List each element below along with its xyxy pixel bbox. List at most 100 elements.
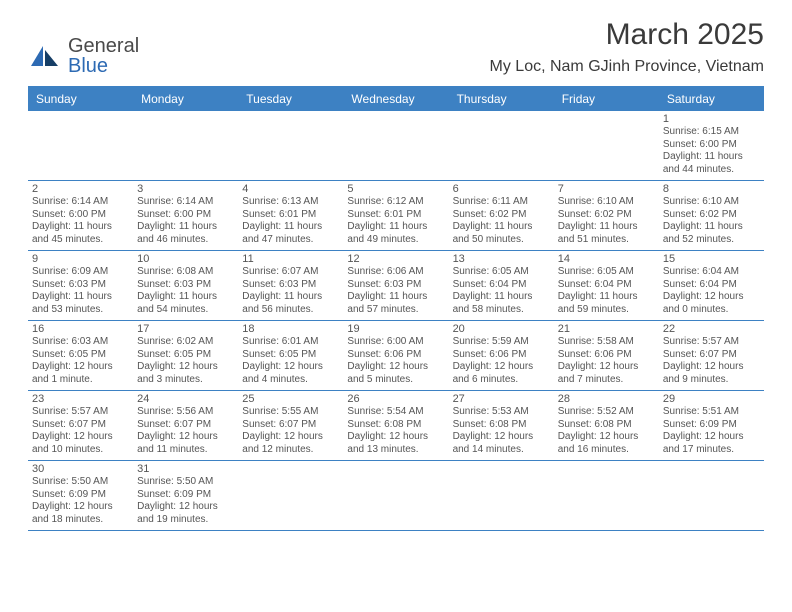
day-cell-empty <box>238 111 343 180</box>
day-number: 28 <box>558 393 655 405</box>
sunset-text: Sunset: 6:07 PM <box>137 419 234 432</box>
day-cell: 5Sunrise: 6:12 AMSunset: 6:01 PMDaylight… <box>343 181 448 250</box>
sunset-text: Sunset: 6:09 PM <box>663 419 760 432</box>
daylight-text: Daylight: 11 hours and 50 minutes. <box>453 221 550 246</box>
day-cell: 12Sunrise: 6:06 AMSunset: 6:03 PMDayligh… <box>343 251 448 320</box>
day-cell: 26Sunrise: 5:54 AMSunset: 6:08 PMDayligh… <box>343 391 448 460</box>
day-cell: 4Sunrise: 6:13 AMSunset: 6:01 PMDaylight… <box>238 181 343 250</box>
sunrise-text: Sunrise: 5:52 AM <box>558 406 655 419</box>
sunrise-text: Sunrise: 6:09 AM <box>32 266 129 279</box>
day-number: 12 <box>347 253 444 265</box>
daylight-text: Daylight: 12 hours and 18 minutes. <box>32 501 129 526</box>
day-cell: 6Sunrise: 6:11 AMSunset: 6:02 PMDaylight… <box>449 181 554 250</box>
daylight-text: Daylight: 12 hours and 16 minutes. <box>558 431 655 456</box>
daylight-text: Daylight: 11 hours and 53 minutes. <box>32 291 129 316</box>
sunset-text: Sunset: 6:04 PM <box>558 279 655 292</box>
day-number: 18 <box>242 323 339 335</box>
daylight-text: Daylight: 11 hours and 47 minutes. <box>242 221 339 246</box>
daylight-text: Daylight: 12 hours and 5 minutes. <box>347 361 444 386</box>
daylight-text: Daylight: 11 hours and 57 minutes. <box>347 291 444 316</box>
sunrise-text: Sunrise: 6:03 AM <box>32 336 129 349</box>
sunrise-text: Sunrise: 5:59 AM <box>453 336 550 349</box>
day-number: 19 <box>347 323 444 335</box>
day-number: 10 <box>137 253 234 265</box>
day-cell: 31Sunrise: 5:50 AMSunset: 6:09 PMDayligh… <box>133 461 238 530</box>
sunrise-text: Sunrise: 5:57 AM <box>32 406 129 419</box>
day-cell: 25Sunrise: 5:55 AMSunset: 6:07 PMDayligh… <box>238 391 343 460</box>
day-cell: 10Sunrise: 6:08 AMSunset: 6:03 PMDayligh… <box>133 251 238 320</box>
day-cell-empty <box>133 111 238 180</box>
weekday-header-cell: Thursday <box>449 87 554 111</box>
sunrise-text: Sunrise: 6:08 AM <box>137 266 234 279</box>
sunset-text: Sunset: 6:02 PM <box>453 209 550 222</box>
sunrise-text: Sunrise: 6:13 AM <box>242 196 339 209</box>
sunrise-text: Sunrise: 5:50 AM <box>137 476 234 489</box>
day-cell-empty <box>343 461 448 530</box>
weekday-header-cell: Sunday <box>28 87 133 111</box>
daylight-text: Daylight: 11 hours and 59 minutes. <box>558 291 655 316</box>
day-number: 29 <box>663 393 760 405</box>
day-number: 11 <box>242 253 339 265</box>
day-cell: 7Sunrise: 6:10 AMSunset: 6:02 PMDaylight… <box>554 181 659 250</box>
sunset-text: Sunset: 6:00 PM <box>32 209 129 222</box>
day-number: 22 <box>663 323 760 335</box>
sunrise-text: Sunrise: 6:10 AM <box>663 196 760 209</box>
day-cell: 22Sunrise: 5:57 AMSunset: 6:07 PMDayligh… <box>659 321 764 390</box>
daylight-text: Daylight: 12 hours and 7 minutes. <box>558 361 655 386</box>
sunrise-text: Sunrise: 6:00 AM <box>347 336 444 349</box>
week-row: 1Sunrise: 6:15 AMSunset: 6:00 PMDaylight… <box>28 111 764 181</box>
sunset-text: Sunset: 6:08 PM <box>453 419 550 432</box>
sunset-text: Sunset: 6:06 PM <box>453 349 550 362</box>
location: My Loc, Nam GJinh Province, Vietnam <box>490 58 764 76</box>
daylight-text: Daylight: 12 hours and 0 minutes. <box>663 291 760 316</box>
day-number: 23 <box>32 393 129 405</box>
week-row: 9Sunrise: 6:09 AMSunset: 6:03 PMDaylight… <box>28 251 764 321</box>
daylight-text: Daylight: 11 hours and 51 minutes. <box>558 221 655 246</box>
sunset-text: Sunset: 6:00 PM <box>137 209 234 222</box>
sunset-text: Sunset: 6:04 PM <box>663 279 760 292</box>
sunset-text: Sunset: 6:05 PM <box>242 349 339 362</box>
sunrise-text: Sunrise: 5:56 AM <box>137 406 234 419</box>
sunrise-text: Sunrise: 6:06 AM <box>347 266 444 279</box>
day-cell: 11Sunrise: 6:07 AMSunset: 6:03 PMDayligh… <box>238 251 343 320</box>
sunset-text: Sunset: 6:02 PM <box>558 209 655 222</box>
day-number: 8 <box>663 183 760 195</box>
day-cell: 8Sunrise: 6:10 AMSunset: 6:02 PMDaylight… <box>659 181 764 250</box>
sunrise-text: Sunrise: 5:58 AM <box>558 336 655 349</box>
sunrise-text: Sunrise: 5:57 AM <box>663 336 760 349</box>
day-cell: 20Sunrise: 5:59 AMSunset: 6:06 PMDayligh… <box>449 321 554 390</box>
day-cell: 17Sunrise: 6:02 AMSunset: 6:05 PMDayligh… <box>133 321 238 390</box>
day-number: 2 <box>32 183 129 195</box>
weekday-header-cell: Monday <box>133 87 238 111</box>
day-number: 17 <box>137 323 234 335</box>
day-cell-empty <box>238 461 343 530</box>
logo-text-gray: General <box>68 35 139 57</box>
sunrise-text: Sunrise: 6:04 AM <box>663 266 760 279</box>
day-cell: 16Sunrise: 6:03 AMSunset: 6:05 PMDayligh… <box>28 321 133 390</box>
day-number: 5 <box>347 183 444 195</box>
sunset-text: Sunset: 6:07 PM <box>663 349 760 362</box>
daylight-text: Daylight: 12 hours and 12 minutes. <box>242 431 339 456</box>
daylight-text: Daylight: 12 hours and 10 minutes. <box>32 431 129 456</box>
day-number: 7 <box>558 183 655 195</box>
daylight-text: Daylight: 11 hours and 46 minutes. <box>137 221 234 246</box>
sunset-text: Sunset: 6:04 PM <box>453 279 550 292</box>
daylight-text: Daylight: 12 hours and 6 minutes. <box>453 361 550 386</box>
day-number: 30 <box>32 463 129 475</box>
sunset-text: Sunset: 6:05 PM <box>137 349 234 362</box>
day-cell: 13Sunrise: 6:05 AMSunset: 6:04 PMDayligh… <box>449 251 554 320</box>
calendar-page: General Blue March 2025 My Loc, Nam GJin… <box>0 0 792 612</box>
weekday-header-cell: Saturday <box>659 87 764 111</box>
sunset-text: Sunset: 6:03 PM <box>347 279 444 292</box>
sunset-text: Sunset: 6:03 PM <box>32 279 129 292</box>
calendar: SundayMondayTuesdayWednesdayThursdayFrid… <box>28 86 764 531</box>
daylight-text: Daylight: 12 hours and 1 minute. <box>32 361 129 386</box>
month-title: March 2025 <box>490 18 764 52</box>
sunrise-text: Sunrise: 6:01 AM <box>242 336 339 349</box>
sunrise-text: Sunrise: 6:11 AM <box>453 196 550 209</box>
day-cell-empty <box>659 461 764 530</box>
weekday-header-cell: Friday <box>554 87 659 111</box>
sunrise-text: Sunrise: 5:54 AM <box>347 406 444 419</box>
day-cell: 14Sunrise: 6:05 AMSunset: 6:04 PMDayligh… <box>554 251 659 320</box>
sunrise-text: Sunrise: 6:15 AM <box>663 126 760 139</box>
